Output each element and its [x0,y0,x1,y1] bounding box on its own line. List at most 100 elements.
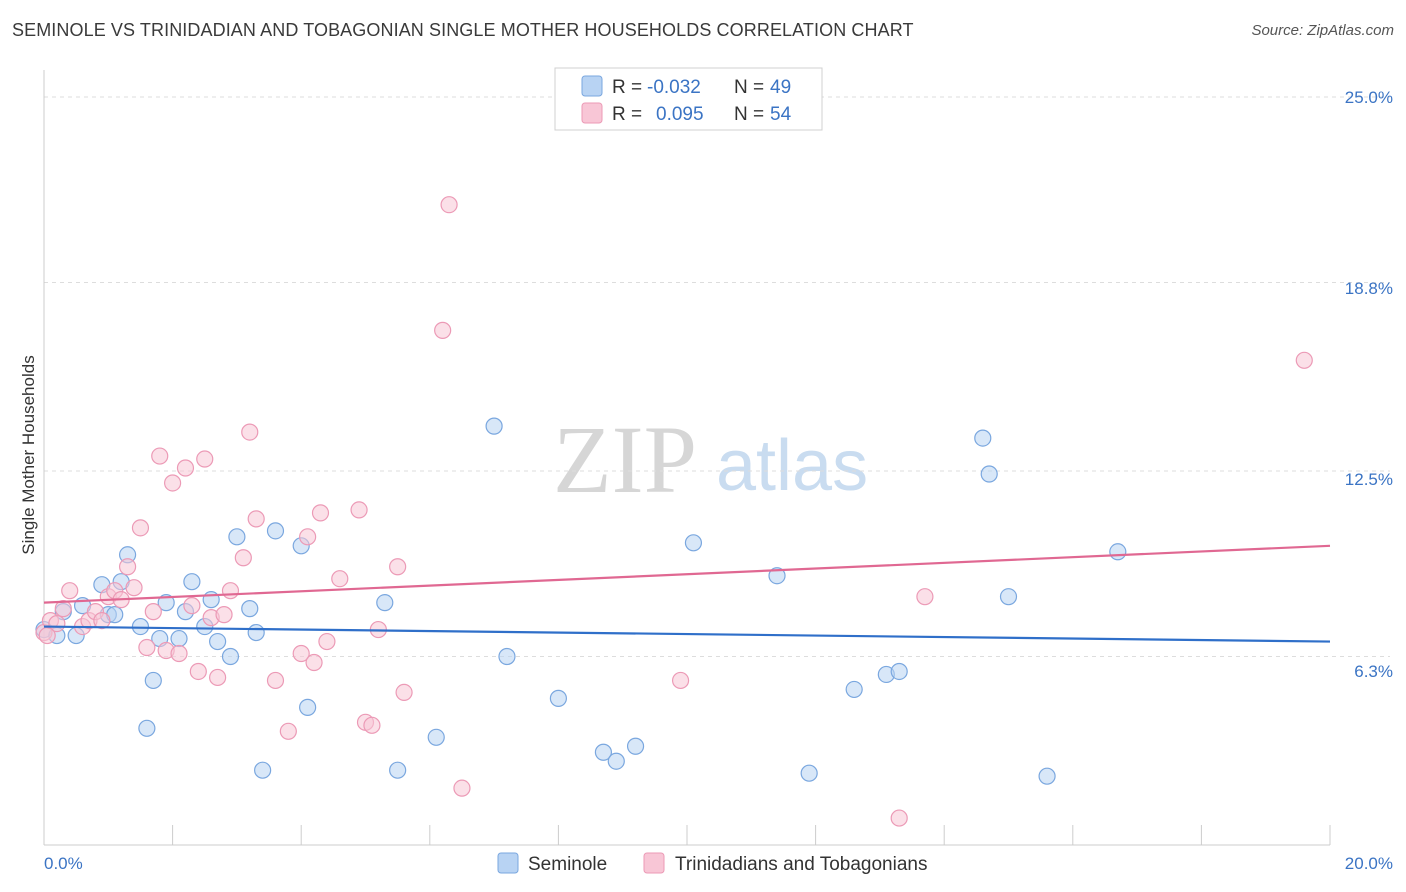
point-trini-46 [434,321,452,339]
point-trini-37 [311,504,330,522]
point-trini-32 [266,671,285,690]
point-seminole-30 [389,761,407,779]
y-axis-label: Single Mother Households [19,355,38,554]
gridlines [44,96,1390,658]
point-seminole-36 [607,752,625,770]
point-trini-8 [93,611,111,630]
watermark-zip: ZIP [553,406,697,513]
point-seminole-32 [485,417,503,435]
axes [43,70,1331,846]
point-trini-53 [38,626,56,645]
legend-n-value-1: 49 [770,77,791,98]
point-trini-26 [209,668,227,687]
point-trini-38 [318,632,336,651]
point-trini-28 [221,582,240,600]
point-trini-48 [453,779,471,797]
trend-line-trini [43,544,1331,604]
point-trini-3 [54,600,72,618]
point-trini-23 [189,662,207,681]
point-seminole-23 [241,600,259,618]
legend-n-label-2: N = [734,104,764,125]
point-trini-51 [916,588,934,606]
point-trini-52 [1295,351,1313,369]
correlation-legend: R = -0.032 N = 49 R = 0.095 N = 54 [554,67,823,131]
x-tick-label-min: 0.0% [44,854,83,873]
legend-r-label-1: R = [612,77,642,98]
series-legend-swatch-seminole [497,852,519,874]
point-seminole-40 [800,764,818,782]
point-trini-36 [305,653,323,672]
legend-r-value-1: -0.032 [647,77,701,98]
trend-lines [43,544,1331,643]
point-trini-4 [61,582,79,600]
point-trini-22 [183,597,201,615]
point-seminole-43 [890,662,908,681]
series-legend-swatch-trini [643,852,665,874]
point-trini-34 [292,644,310,663]
point-trini-40 [350,501,368,519]
y-tick-label-6-3: 6.3% [1354,662,1393,681]
point-trini-24 [196,450,214,468]
point-trini-14 [131,519,150,537]
legend-swatch-seminole [581,75,603,97]
point-trini-21 [176,459,195,477]
point-seminole-29 [376,594,394,612]
legend-n-value-2: 54 [770,104,792,125]
point-seminole-45 [980,465,998,483]
point-trini-17 [151,447,169,465]
point-trini-20 [170,644,188,663]
chart-source: Source: ZipAtlas.com [1251,22,1394,39]
legend-r-label-2: R = [612,104,642,125]
y-tick-label-18-8: 18.8% [1345,279,1393,298]
point-seminole-20 [209,632,227,651]
point-seminole-25 [254,761,272,779]
point-seminole-11 [138,719,156,737]
point-seminole-37 [626,737,645,755]
y-tick-label-25: 25.0% [1345,88,1393,107]
series-legend: Seminole Trinidadians and Tobagonians [497,852,927,875]
point-seminole-31 [427,728,445,746]
point-seminole-34 [549,689,568,707]
point-trini-16 [144,603,162,621]
series-legend-seminole: Seminole [528,854,607,875]
point-seminole-17 [183,573,201,591]
point-trini-13 [125,579,143,597]
point-trini-35 [299,528,317,546]
trend-line-seminole [43,625,1331,643]
point-trini-15 [138,638,156,657]
series-legend-trini: Trinidadians and Tobagonians [675,854,927,875]
point-seminole-28 [299,698,317,716]
point-seminole-14 [157,594,175,612]
point-trini-45 [395,683,413,702]
point-trini-50 [890,809,908,827]
point-seminole-35 [594,743,613,761]
point-trini-49 [671,671,690,690]
data-points [35,196,1313,827]
point-seminole-12 [144,671,162,690]
point-seminole-38 [684,534,703,552]
watermark-atlas: atlas [716,426,868,506]
point-seminole-26 [266,522,285,540]
point-trini-31 [247,510,265,528]
y-tick-label-12-5: 12.5% [1345,470,1393,489]
point-trini-19 [164,474,182,492]
point-seminole-47 [1038,767,1056,785]
point-seminole-15 [170,629,188,648]
legend-swatch-trini [581,102,603,124]
point-seminole-46 [999,588,1018,606]
legend-r-value-2: 0.095 [656,104,704,125]
point-trini-30 [241,423,259,441]
point-seminole-44 [974,429,992,447]
point-trini-47 [440,196,458,214]
point-seminole-41 [845,680,863,699]
point-trini-12 [118,558,137,576]
x-tick-label-max: 20.0% [1345,854,1393,873]
point-trini-27 [215,606,233,624]
point-seminole-24 [247,623,265,642]
point-trini-33 [279,722,297,740]
point-trini-39 [331,570,349,588]
point-trini-42 [363,716,381,734]
point-seminole-39 [768,567,786,585]
legend-n-label-1: N = [734,77,764,98]
